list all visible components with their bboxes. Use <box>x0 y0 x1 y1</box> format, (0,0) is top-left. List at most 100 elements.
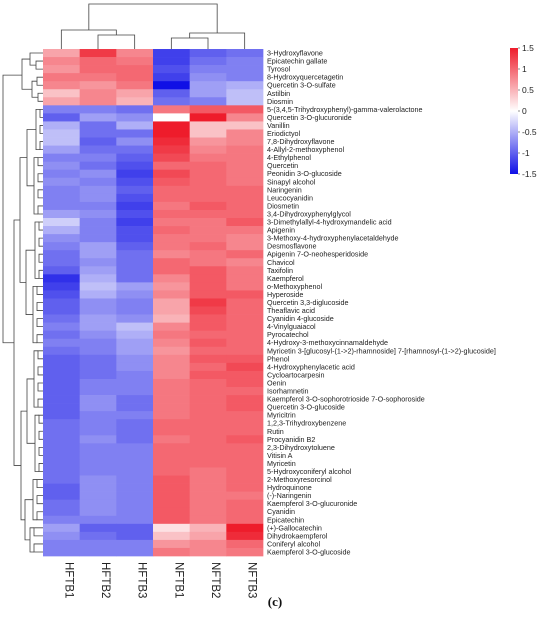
heatmap-cells <box>43 49 264 557</box>
heatmap-cell <box>189 451 227 460</box>
row-label: Quercetin 3-O-glucuronide <box>267 113 352 122</box>
row-label: Pyrocatechol <box>267 330 309 339</box>
heatmap-cell <box>79 395 117 404</box>
dendrogram-branch <box>36 479 43 488</box>
row-label: Isorhamnetin <box>267 387 309 396</box>
heatmap-cell <box>79 121 117 130</box>
heatmap-cell <box>153 306 191 315</box>
heatmap-cell <box>226 531 264 541</box>
heatmap-cell <box>116 403 154 412</box>
heatmap-cell <box>189 330 227 340</box>
heatmap-cell <box>189 298 227 307</box>
heatmap-cell <box>189 266 227 275</box>
dendrogram-branch <box>39 125 43 134</box>
heatmap-cell <box>116 387 154 396</box>
heatmap-cell <box>79 523 117 533</box>
dendrogram-branch <box>37 173 43 183</box>
heatmap-cell <box>153 547 191 557</box>
heatmap-cell <box>43 306 81 315</box>
heatmap-cell <box>79 378 117 388</box>
heatmap-cell <box>43 129 81 138</box>
heatmap-cell <box>226 475 264 484</box>
heatmap-cell <box>226 403 264 412</box>
heatmap-cell <box>226 362 264 372</box>
dendrogram-branch <box>97 34 136 49</box>
heatmap-cell <box>226 89 264 98</box>
heatmap-cell <box>116 515 154 525</box>
heatmap-cell <box>116 153 154 163</box>
dendrogram-branch <box>35 108 40 150</box>
heatmap-cell <box>43 539 81 549</box>
heatmap-cell <box>116 467 154 476</box>
dendrogram-branch <box>33 527 43 537</box>
heatmap-cell <box>79 362 117 372</box>
heatmap-cell <box>43 378 81 388</box>
heatmap-cell <box>43 346 81 356</box>
column-label: NFTB1 <box>172 562 184 598</box>
heatmap-cell <box>116 201 154 211</box>
dendrogram-branch <box>20 410 27 521</box>
heatmap-cell <box>79 65 117 74</box>
row-label: Eriodictyol <box>267 129 301 138</box>
heatmap-cell <box>43 161 81 171</box>
heatmap-cell <box>153 531 191 541</box>
heatmap-cell <box>79 250 117 259</box>
heatmap-cell <box>116 475 154 484</box>
heatmap-cell <box>153 515 191 525</box>
heatmap-cell <box>116 161 154 171</box>
heatmap-cell <box>79 137 117 146</box>
heatmap-cell <box>226 547 264 557</box>
heatmap-cell <box>153 475 191 484</box>
heatmap-cell <box>43 338 81 348</box>
heatmap-cell <box>43 258 81 267</box>
heatmap-cell <box>189 378 227 388</box>
heatmap-cell <box>226 49 264 58</box>
heatmap-cell <box>116 105 154 114</box>
heatmap-cell <box>226 370 264 380</box>
heatmap-cell <box>79 97 117 106</box>
heatmap-cell <box>226 346 264 356</box>
heatmap-cell <box>153 137 191 146</box>
color-scale-tick-label: -1.5 <box>522 169 537 179</box>
heatmap-cell <box>43 226 81 235</box>
color-scale-legend: 1.5 1 0.5 0 -0.5 -1 -1.5 <box>510 43 537 179</box>
heatmap-cell <box>226 274 264 283</box>
heatmap-cell <box>189 403 227 412</box>
heatmap-cell <box>153 145 191 154</box>
heatmap-cell <box>226 193 264 203</box>
row-label: 4-Allyl-2-methoxyphenol <box>267 145 345 154</box>
heatmap-cell <box>79 354 117 364</box>
heatmap-cell <box>43 443 81 452</box>
heatmap-cell <box>43 515 81 525</box>
row-label: Vitisin A <box>267 451 293 460</box>
heatmap-cell <box>226 378 264 388</box>
heatmap-cell <box>153 73 191 82</box>
row-label: Kaempferol <box>267 274 304 283</box>
heatmap-cell <box>226 387 264 396</box>
row-label: Procyanidin B2 <box>267 435 315 444</box>
heatmap-cell <box>116 226 154 235</box>
column-label: NFTB2 <box>209 562 221 598</box>
column-label: NFTB3 <box>246 562 258 598</box>
heatmap-cell <box>189 427 227 436</box>
heatmap-cell <box>153 65 191 74</box>
row-label: Apigenin <box>267 226 295 235</box>
row-label: Kaempferol 3-O-glucoside <box>267 547 351 556</box>
heatmap-cell <box>43 507 81 517</box>
row-label: Diosmin <box>267 97 293 106</box>
row-label: Diosmetin <box>267 201 299 210</box>
dendrogram-branch <box>36 511 43 521</box>
color-scale-bar <box>510 48 518 174</box>
heatmap-cell <box>116 427 154 436</box>
dendrogram-branch <box>33 350 38 408</box>
heatmap-cell <box>79 451 117 460</box>
heatmap-cell <box>153 395 191 404</box>
row-label: Cyanidin <box>267 507 295 516</box>
heatmap-cell <box>153 258 191 267</box>
heatmap-cell <box>79 258 117 267</box>
dendrogram-branch <box>38 269 43 279</box>
heatmap-cell <box>79 435 117 444</box>
row-label: Phenol <box>267 354 290 363</box>
heatmap-cell <box>226 491 264 501</box>
dendrogram-branch <box>32 479 37 521</box>
